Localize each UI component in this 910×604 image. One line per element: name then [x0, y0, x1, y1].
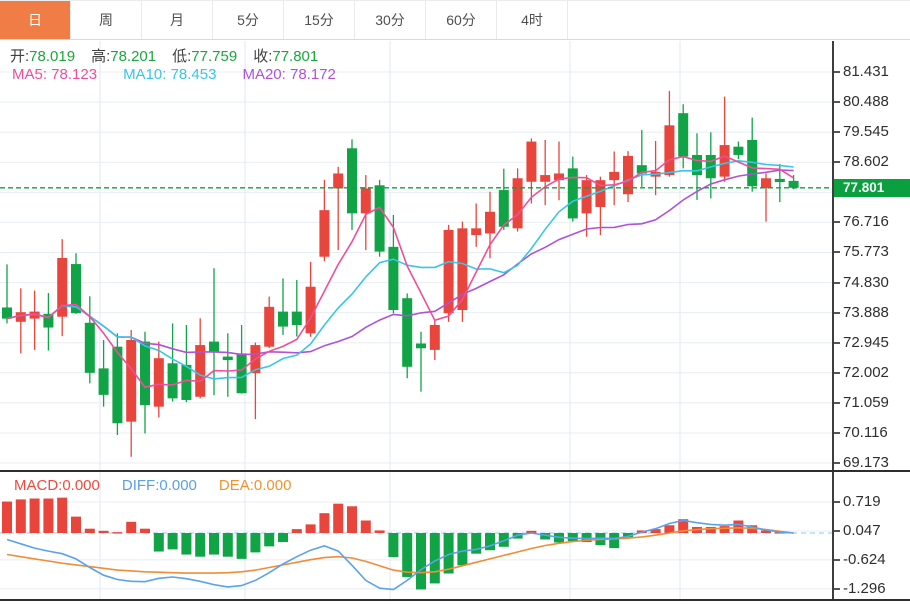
macd-tick-label-dash — [834, 587, 840, 590]
price-tick-label-dash — [834, 251, 840, 254]
dea-line — [6, 526, 794, 574]
open-label: 开: — [10, 48, 30, 65]
diff-value: DIFF:0.000 — [121, 477, 197, 494]
macd-tick-label: -1.296 — [843, 579, 886, 597]
price-tick-label: 76.716 — [843, 213, 889, 231]
price-tick-label: 80.488 — [843, 93, 889, 111]
price-tick-label: 74.830 — [843, 273, 889, 291]
high-label: 高: — [91, 48, 111, 65]
ma5-value: MA5: 78.123 — [12, 66, 98, 83]
price-tick-label-dash — [834, 101, 840, 104]
price-tick-label-dash — [834, 371, 840, 374]
macd-histogram — [2, 497, 785, 590]
ma5-line — [6, 155, 795, 389]
price-tick-label-dash — [834, 311, 840, 314]
ma20-line — [6, 169, 794, 356]
price-tick-label-dash — [834, 341, 840, 344]
low-value: 77.759 — [191, 48, 238, 65]
macd-value: MACD:0.000 — [14, 477, 100, 494]
price-axis-line — [832, 41, 834, 601]
price-tick-label: 73.888 — [843, 303, 889, 321]
ma10-value: MA10: 78.453 — [123, 66, 217, 83]
tab-period-4[interactable]: 15分 — [284, 1, 355, 39]
price-tick-label-dash — [834, 462, 840, 465]
price-tick-label: 69.173 — [843, 454, 889, 472]
price-tick-label: 81.431 — [843, 63, 889, 80]
tab-period-7[interactable]: 4时 — [497, 1, 568, 39]
price-tick-label: 79.545 — [843, 123, 889, 141]
macd-tick-label-dash — [834, 501, 840, 503]
ma10-line — [6, 159, 794, 380]
price-tick-label: 72.945 — [843, 333, 889, 351]
macd-tick-label: 0.047 — [843, 521, 881, 539]
price-tick-label: 75.773 — [843, 243, 889, 261]
ohlc-info-row: 开:78.019 高:78.201 低:77.759 收:77.801 — [10, 45, 334, 66]
price-tick-label-dash — [834, 71, 840, 73]
gridlines — [0, 41, 833, 599]
current-price-badge: 77.801 — [834, 178, 910, 197]
ma-lines — [6, 155, 795, 389]
tab-period-0[interactable]: 日 — [0, 1, 71, 39]
tab-period-5[interactable]: 30分 — [355, 1, 426, 39]
price-tick-label-dash — [834, 161, 840, 164]
diff-line — [6, 519, 794, 591]
price-tick-label-dash — [834, 131, 840, 134]
macd-tick-label-dash — [834, 529, 840, 532]
price-tick-label-dash — [834, 281, 840, 284]
ma-info-row: MA5: 78.123 MA10: 78.453 MA20: 78.172 — [12, 66, 362, 83]
panel-separator — [0, 470, 910, 472]
tab-period-3[interactable]: 5分 — [213, 1, 284, 39]
close-value: 77.801 — [272, 48, 319, 65]
price-tick-label-dash — [834, 221, 840, 224]
period-tabbar: 日周月 5分 15分 30分 60分 4时 — [0, 0, 910, 40]
macd-tick-label: 0.719 — [843, 493, 881, 510]
tab-period-1[interactable]: 周 — [71, 1, 142, 39]
high-value: 78.201 — [110, 48, 157, 65]
price-tick-label: 71.059 — [843, 393, 889, 411]
price-tick-label: 70.116 — [843, 423, 888, 441]
price-tick-label-dash — [834, 431, 840, 434]
low-label: 低: — [172, 48, 192, 65]
price-tick-label: 72.002 — [843, 363, 889, 381]
dea-value: DEA:0.000 — [218, 477, 292, 494]
bottom-border — [0, 599, 910, 601]
open-value: 78.019 — [29, 48, 76, 65]
ma20-value: MA20: 78.172 — [242, 66, 336, 83]
tab-period-2[interactable]: 月 — [142, 1, 213, 39]
candles — [2, 90, 799, 457]
tab-period-6[interactable]: 60分 — [426, 1, 497, 39]
macd-tick-label-dash — [834, 558, 840, 561]
close-label: 收: — [253, 48, 273, 65]
macd-info-row: MACD:0.000 DIFF:0.000 DEA:0.000 — [14, 477, 313, 494]
macd-lines — [6, 519, 794, 591]
price-tick-label-dash — [834, 401, 840, 404]
macd-tick-label: -0.624 — [843, 550, 886, 568]
price-tick-label: 78.602 — [843, 153, 889, 171]
